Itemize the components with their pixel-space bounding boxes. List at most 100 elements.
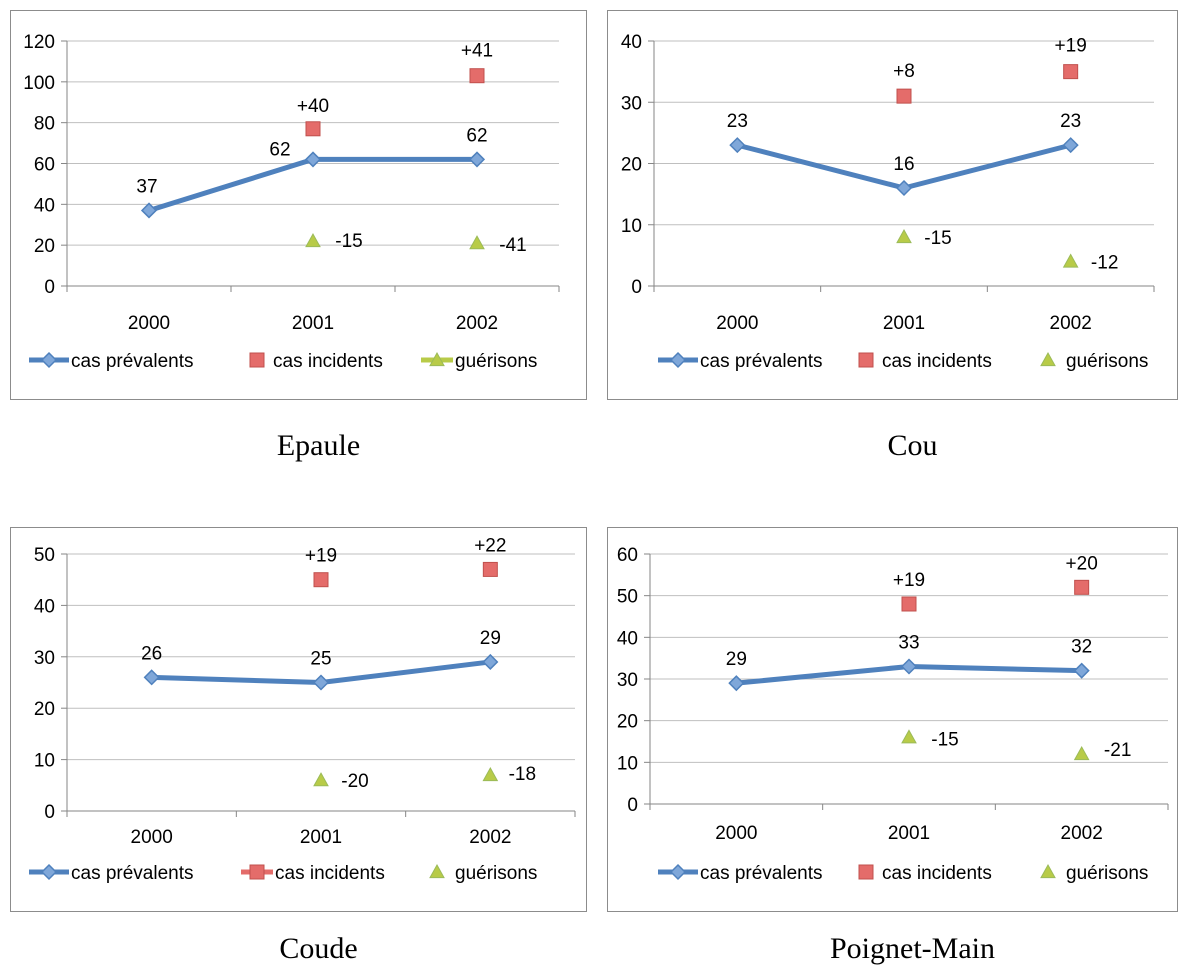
point-recovery xyxy=(1073,745,1090,761)
chart-caption: Poignet-Main xyxy=(830,932,995,965)
y-tick-label: 120 xyxy=(23,32,55,53)
legend-marker-prevalent xyxy=(669,351,687,369)
y-tick-label: 20 xyxy=(34,699,55,720)
y-tick-label: 40 xyxy=(617,628,638,649)
x-tick-label: 2002 xyxy=(1061,823,1103,844)
legend-marker-prevalent xyxy=(40,351,58,369)
point-recovery xyxy=(1062,253,1079,268)
legend-label: cas prévalents xyxy=(71,863,194,884)
point-prevalent xyxy=(900,658,918,675)
x-tick-label: 2000 xyxy=(716,313,758,334)
data-label-incident: +19 xyxy=(1055,36,1087,57)
y-tick-label: 100 xyxy=(23,73,55,94)
x-tick-label: 2001 xyxy=(300,827,342,848)
legend-label: cas incidents xyxy=(273,351,383,372)
chart-frame: 0 10 20 30 40 2000 2001 2002 23 16 23 +8 +19 -15 -12 ca… xyxy=(607,10,1178,400)
y-tick-label: 20 xyxy=(621,155,642,176)
data-label-incident: +8 xyxy=(893,61,915,82)
x-tick-label: 2001 xyxy=(292,313,334,334)
legend-label: cas incidents xyxy=(275,863,385,884)
point-incident xyxy=(313,572,329,588)
data-label-incident: +41 xyxy=(461,41,493,62)
y-tick-label: 60 xyxy=(617,545,638,566)
point-recovery xyxy=(305,233,321,248)
y-tick-label: 40 xyxy=(621,32,642,53)
data-label-recovery: -12 xyxy=(1091,253,1118,274)
y-tick-label: 10 xyxy=(34,751,55,772)
chart-caption: Epaule xyxy=(276,429,361,462)
data-label-incident: +19 xyxy=(305,546,337,567)
y-tick-label: 10 xyxy=(617,753,638,774)
point-incident xyxy=(469,68,485,84)
x-tick-label: 2002 xyxy=(1050,313,1092,334)
point-prevalent xyxy=(729,137,746,154)
point-prevalent xyxy=(304,151,322,168)
y-tick-label: 0 xyxy=(627,795,638,816)
legend-marker-incident xyxy=(249,352,265,368)
data-label-recovery: -15 xyxy=(335,231,362,252)
data-label-incident: +22 xyxy=(474,535,506,556)
point-prevalent xyxy=(1062,137,1079,154)
y-tick-label: 30 xyxy=(617,670,638,691)
legend-label: cas incidents xyxy=(882,863,992,884)
point-recovery xyxy=(482,766,499,782)
y-tick-label: 10 xyxy=(621,216,642,237)
point-prevalent xyxy=(728,675,745,692)
x-tick-label: 2000 xyxy=(131,827,173,848)
chart-caption: Coude xyxy=(279,932,358,965)
point-incident xyxy=(1074,579,1090,595)
legend-label: guérisons xyxy=(1066,863,1148,884)
y-tick-label: 50 xyxy=(617,587,638,608)
chart-cou: 0 10 20 30 40 2000 2001 2002 23 16 23 +8 +19 -15 -12 ca… xyxy=(621,32,1155,372)
y-tick-label: 0 xyxy=(631,277,642,298)
data-label-incident: +40 xyxy=(297,96,329,117)
x-tick-label: 2002 xyxy=(469,827,511,848)
legend-label: guérisons xyxy=(455,351,537,372)
legend-marker-recovery xyxy=(1040,863,1056,879)
legend-marker-recovery xyxy=(429,351,445,367)
legend-label: cas prévalents xyxy=(71,351,194,372)
data-label-recovery: -18 xyxy=(509,764,536,785)
legend-marker-incident xyxy=(858,864,874,880)
data-label-prevalent: 62 xyxy=(269,139,290,160)
point-prevalent xyxy=(1073,662,1090,679)
point-prevalent xyxy=(895,179,913,197)
legend-marker-prevalent xyxy=(669,863,687,881)
legend-label: cas prévalents xyxy=(700,351,823,372)
y-tick-label: 0 xyxy=(44,802,55,823)
point-prevalent xyxy=(140,202,158,219)
point-recovery xyxy=(896,228,912,244)
point-prevalent xyxy=(468,151,486,168)
data-label-prevalent: 37 xyxy=(136,176,157,197)
legend-marker-incident xyxy=(858,352,874,368)
y-tick-label: 30 xyxy=(34,648,55,669)
legend-marker-incident xyxy=(249,864,265,880)
data-label-recovery: -41 xyxy=(499,235,526,256)
point-prevalent xyxy=(143,669,160,686)
point-incident xyxy=(1063,64,1079,80)
legend-label: cas prévalents xyxy=(700,863,823,884)
point-prevalent xyxy=(312,674,330,691)
y-tick-label: 30 xyxy=(621,93,642,114)
data-label-recovery: -21 xyxy=(1104,740,1131,761)
point-incident xyxy=(896,88,912,104)
data-label-prevalent: 62 xyxy=(466,125,487,146)
data-label-prevalent: 26 xyxy=(141,643,162,664)
point-incident xyxy=(482,561,498,577)
x-tick-label: 2002 xyxy=(456,313,498,334)
y-tick-label: 20 xyxy=(617,712,638,733)
chart-frame: 0 10 20 30 40 50 60 2000 2001 2002 29 33 32 +19 +20 -15… xyxy=(607,527,1178,912)
y-tick-label: 20 xyxy=(34,236,55,257)
point-prevalent xyxy=(482,653,499,671)
chart-coude: 0 10 20 30 40 50 2000 2001 2002 26 25 29 +19 +22 -20 -1… xyxy=(29,535,576,884)
data-label-prevalent: 32 xyxy=(1071,637,1092,658)
data-label-prevalent: 25 xyxy=(310,649,331,670)
x-tick-label: 2000 xyxy=(128,313,170,334)
data-label-prevalent: 29 xyxy=(480,628,501,649)
point-recovery xyxy=(313,772,329,787)
point-recovery xyxy=(469,235,485,250)
data-label-incident: +19 xyxy=(893,570,925,591)
chart-frame: 0 10 20 30 40 50 2000 2001 2002 26 25 29 +19 +22 -20 -1… xyxy=(10,527,587,912)
y-tick-label: 50 xyxy=(34,545,55,566)
point-incident xyxy=(305,121,321,137)
